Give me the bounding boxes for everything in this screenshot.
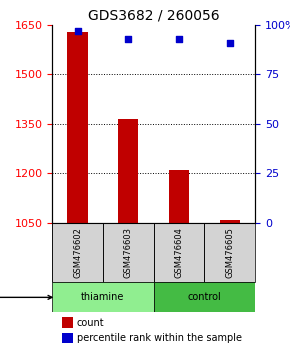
Text: control: control [188, 292, 221, 302]
FancyBboxPatch shape [204, 223, 255, 282]
Text: GSM476602: GSM476602 [73, 227, 82, 278]
Point [227, 40, 232, 45]
Text: GSM476603: GSM476603 [124, 227, 133, 278]
Bar [169, 170, 189, 223]
FancyBboxPatch shape [52, 223, 103, 282]
Bar [62, 333, 72, 343]
Point [177, 36, 182, 41]
Text: thiamine: thiamine [81, 292, 125, 302]
Text: count: count [77, 318, 104, 328]
Bar [220, 220, 240, 223]
Point [126, 36, 130, 41]
Text: GSM476605: GSM476605 [225, 227, 234, 278]
Text: percentile rank within the sample: percentile rank within the sample [77, 333, 242, 343]
Bar [118, 119, 139, 223]
FancyBboxPatch shape [52, 282, 154, 312]
Title: GDS3682 / 260056: GDS3682 / 260056 [88, 8, 220, 22]
Point [75, 28, 80, 34]
Bar [62, 318, 72, 328]
FancyBboxPatch shape [154, 223, 204, 282]
Text: GSM476604: GSM476604 [175, 227, 184, 278]
Bar [67, 32, 88, 223]
FancyBboxPatch shape [154, 282, 255, 312]
FancyBboxPatch shape [103, 223, 154, 282]
Text: agent: agent [0, 292, 52, 302]
